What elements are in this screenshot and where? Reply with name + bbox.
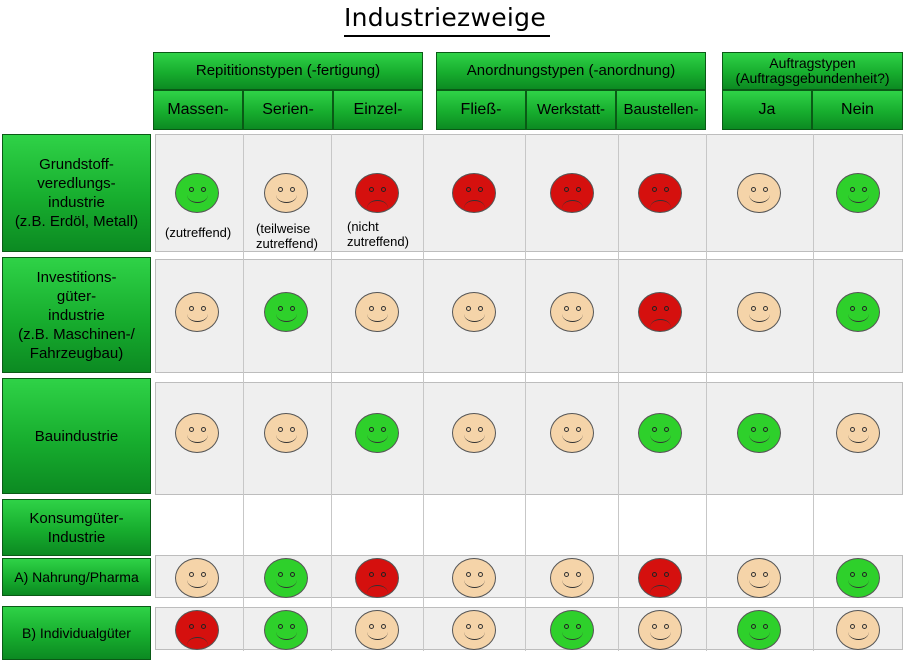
smiley-face-icon — [550, 558, 594, 598]
subheader-fliess: Fließ- — [436, 90, 526, 130]
subheader-nein: Nein — [812, 90, 903, 130]
title-underline — [344, 35, 550, 37]
smiley-face-icon — [452, 610, 496, 650]
smiley-face-icon — [550, 610, 594, 650]
smiley-face-icon — [264, 558, 308, 598]
smiley-face-icon — [355, 610, 399, 650]
smiley-face-icon — [452, 413, 496, 453]
row-label-investition: Investitions- güter- industrie (z.B. Mas… — [2, 257, 151, 373]
sad-face-icon — [638, 173, 682, 213]
sad-face-icon — [355, 173, 399, 213]
sad-face-icon — [355, 558, 399, 598]
smiley-face-icon — [355, 413, 399, 453]
smiley-face-icon — [175, 558, 219, 598]
subheader-einzel: Einzel- — [333, 90, 423, 130]
header-group-repitition: Repititionstypen (-fertigung) — [153, 52, 423, 90]
row-label-konsum: Konsumgüter- Industrie — [2, 499, 151, 556]
subheader-ja: Ja — [722, 90, 812, 130]
column-divider — [618, 134, 619, 651]
column-divider — [706, 134, 707, 651]
header-group-auftrag: Auftragstypen (Auftragsgebundenheit?) — [722, 52, 903, 90]
smiley-face-icon — [550, 413, 594, 453]
column-divider — [525, 134, 526, 651]
row-label-bau: Bauindustrie — [2, 378, 151, 494]
sad-face-icon — [452, 173, 496, 213]
page-title: Industriezweige — [343, 3, 546, 32]
sad-face-icon — [175, 610, 219, 650]
header-group-anordnung: Anordnungstypen (-anordnung) — [436, 52, 706, 90]
legend-note-zutreffend: (zutreffend) — [165, 225, 232, 240]
smiley-face-icon — [264, 610, 308, 650]
subheader-baustellen: Baustellen- — [616, 90, 706, 130]
smiley-face-icon — [836, 173, 880, 213]
sad-face-icon — [638, 558, 682, 598]
column-divider — [331, 134, 332, 651]
smiley-face-icon — [452, 558, 496, 598]
smiley-face-icon — [836, 413, 880, 453]
subheader-massen: Massen- — [153, 90, 243, 130]
smiley-face-icon — [737, 413, 781, 453]
row-label-nahrung: A) Nahrung/Pharma — [2, 558, 151, 596]
smiley-face-icon — [264, 173, 308, 213]
smiley-face-icon — [175, 173, 219, 213]
smiley-face-icon — [264, 413, 308, 453]
smiley-face-icon — [836, 292, 880, 332]
smiley-face-icon — [264, 292, 308, 332]
sad-face-icon — [550, 173, 594, 213]
smiley-face-icon — [638, 610, 682, 650]
smiley-face-icon — [355, 292, 399, 332]
row-label-individual: B) Individualgüter — [2, 606, 151, 660]
column-divider — [813, 134, 814, 651]
smiley-face-icon — [175, 413, 219, 453]
sad-face-icon — [638, 292, 682, 332]
smiley-face-icon — [737, 292, 781, 332]
smiley-face-icon — [836, 610, 880, 650]
legend-note-teilweise: (teilweise zutreffend) — [256, 221, 318, 251]
smiley-face-icon — [836, 558, 880, 598]
column-divider — [243, 134, 244, 651]
smiley-face-icon — [452, 292, 496, 332]
subheader-werkstatt: Werkstatt- — [526, 90, 616, 130]
smiley-face-icon — [638, 413, 682, 453]
column-divider — [423, 134, 424, 651]
legend-note-nicht: (nicht zutreffend) — [347, 219, 409, 249]
smiley-face-icon — [550, 292, 594, 332]
smiley-face-icon — [737, 610, 781, 650]
smiley-face-icon — [737, 558, 781, 598]
row-label-grundstoff: Grundstoff- veredlungs- industrie (z.B. … — [2, 134, 151, 252]
smiley-face-icon — [175, 292, 219, 332]
subheader-serien: Serien- — [243, 90, 333, 130]
smiley-face-icon — [737, 173, 781, 213]
